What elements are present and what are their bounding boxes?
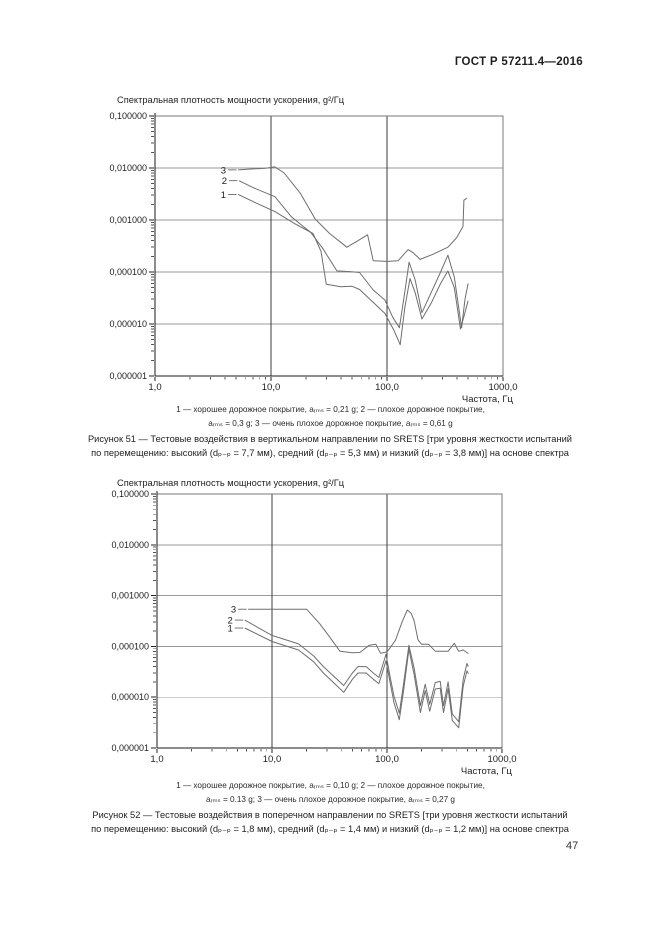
chart2-title: Спектральная плотность мощности ускорени… bbox=[117, 478, 345, 488]
y-tick-label: 0,000010 bbox=[109, 319, 147, 329]
y-tick-label: 0,000001 bbox=[109, 371, 147, 381]
y-tick-label: 0,001000 bbox=[111, 591, 149, 601]
chart2-legend-line1: 1 — хорошее дорожное покрытие, aᵣₘₛ = 0,… bbox=[176, 781, 485, 790]
chart2-legend: 1 — хорошее дорожное покрытие, aᵣₘₛ = 0,… bbox=[0, 779, 661, 806]
x-tick-label: 1000,0 bbox=[487, 754, 516, 765]
x-tick-label: 1000,0 bbox=[488, 382, 517, 393]
curve-2 bbox=[244, 619, 469, 723]
chart1-caption-line2: по перемещению: высокий (dₚ₋ₚ = 7,7 мм),… bbox=[91, 448, 569, 458]
chart2-caption-line1: Рисунок 52 — Тестовые воздействия в попе… bbox=[92, 810, 568, 820]
x-tick-label: 10,0 bbox=[262, 382, 281, 393]
y-tick-label: 0,000100 bbox=[109, 267, 147, 277]
y-tick-label: 0,000100 bbox=[111, 641, 149, 651]
plot-border bbox=[156, 493, 503, 749]
chart2-legend-line2: aᵣₘₛ = 0.13 g; 3 — очень плохое дорожное… bbox=[206, 794, 455, 804]
chart1-plot-area: 0,100000 0,010000 0,001000 0,000100 0,000010… bbox=[109, 111, 517, 405]
y-tick-label: 0,000010 bbox=[111, 692, 149, 702]
chart1-title: Спектральная плотность мощности ускорени… bbox=[117, 95, 345, 105]
y-tick-label: 0,001000 bbox=[109, 215, 147, 225]
y-tick-label: 0,010000 bbox=[111, 540, 149, 550]
x-axis-title: Частота, Гц bbox=[462, 394, 514, 405]
chart1-caption-line1: Рисунок 51 — Тестовые воздействия в верт… bbox=[87, 434, 573, 444]
curve-3 bbox=[238, 166, 468, 262]
curve-2 bbox=[238, 180, 469, 329]
curve-1 bbox=[237, 193, 469, 346]
chart2-plot-area: 0,100000 0,010000 0,001000 0,000100 0,000010… bbox=[111, 489, 516, 777]
chart1-legend-line1: 1 — хорошее дорожное покрытие, aᵣₘₛ = 0,… bbox=[176, 405, 485, 414]
chart1-legend: 1 — хорошее дорожное покрытие, aᵣₘₛ = 0,… bbox=[0, 403, 661, 430]
x-tick-label: 100,0 bbox=[375, 382, 399, 393]
y-tick-label: 0,100000 bbox=[109, 111, 147, 121]
page-number: 47 bbox=[566, 840, 579, 852]
chart2-caption-line2: по перемещению: высокий (dₚ₋ₚ = 1,8 мм),… bbox=[91, 824, 569, 834]
x-tick-label: 100,0 bbox=[375, 754, 399, 765]
plot-border bbox=[154, 115, 504, 377]
curve-2-label: 2 bbox=[222, 176, 227, 187]
chart1-caption: Рисунок 51 — Тестовые воздействия в верт… bbox=[30, 432, 630, 460]
curve-1-label: 1 bbox=[221, 190, 226, 201]
x-tick-label: 1,0 bbox=[150, 754, 163, 765]
x-tick-label: 1,0 bbox=[148, 382, 161, 393]
curve-2-label: 2 bbox=[227, 616, 232, 627]
curve-1-label: 1 bbox=[227, 624, 232, 635]
curve-1 bbox=[244, 627, 469, 729]
chart1-legend-line2: aᵣₘₛ = 0,3 g; 3 — очень плохое дорожное … bbox=[208, 418, 453, 428]
chart2-caption: Рисунок 52 — Тестовые воздействия в попе… bbox=[30, 808, 630, 836]
curve-3-label: 3 bbox=[221, 165, 226, 176]
y-tick-label: 0,000001 bbox=[111, 743, 149, 753]
x-axis-title: Частота, Гц bbox=[461, 766, 513, 777]
x-tick-label: 10,0 bbox=[263, 754, 282, 765]
y-tick-label: 0,010000 bbox=[109, 163, 147, 173]
curve-3-label: 3 bbox=[231, 605, 236, 616]
curve-3 bbox=[248, 608, 469, 655]
document-header: ГОСТ Р 57211.4—2016 bbox=[454, 56, 583, 68]
y-tick-label: 0,100000 bbox=[111, 489, 149, 499]
